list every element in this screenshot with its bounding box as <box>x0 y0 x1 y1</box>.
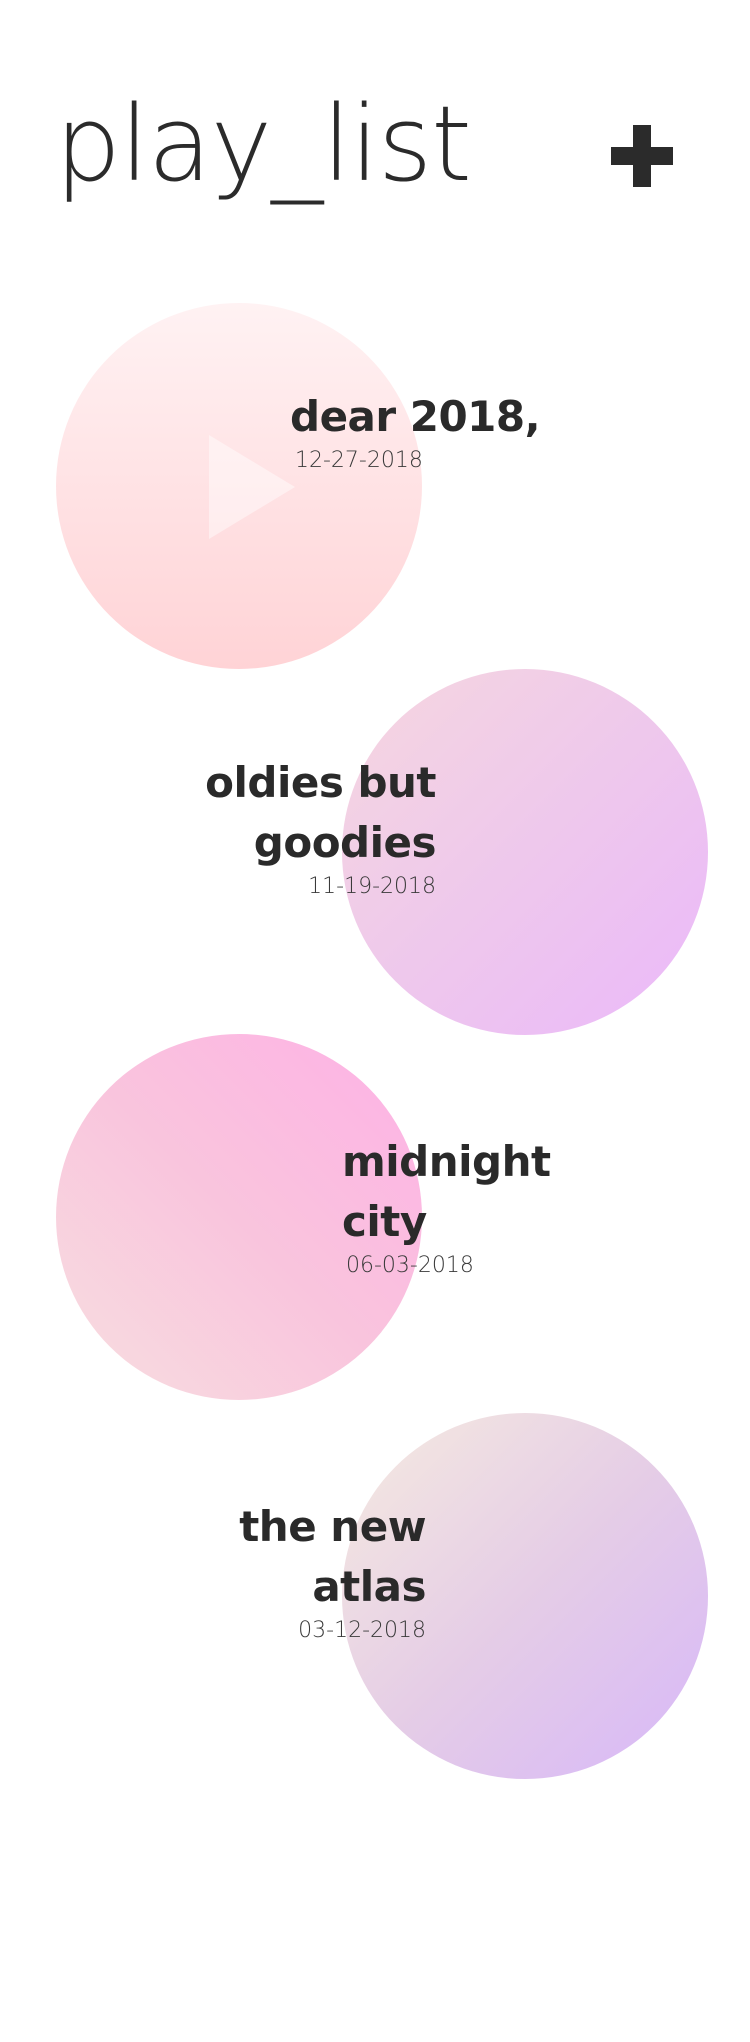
playlist-title-line-2: city <box>342 1197 427 1246</box>
playlist-title-line-1: oldies but <box>205 758 436 807</box>
playlist-text: the new atlas 03-12-2018 <box>176 1497 426 1645</box>
play-icon <box>209 435 295 539</box>
playlist-title-line-1: the new <box>239 1502 426 1551</box>
playlist-cover <box>56 1034 422 1400</box>
playlist-title-line-1: midnight <box>342 1137 551 1186</box>
add-playlist-button[interactable] <box>611 125 673 187</box>
playlist-text: dear 2018, 12-27-2018 <box>290 387 541 475</box>
playlist-card-the-new-atlas[interactable]: the new atlas 03-12-2018 <box>0 1413 750 1779</box>
playlist-card-oldies-but-goodies[interactable]: oldies but goodies 11-19-2018 <box>0 669 750 1035</box>
playlist-date: 06-03-2018 <box>346 1253 474 1278</box>
playlist-title: dear 2018, <box>290 392 541 441</box>
playlist-card-dear-2018[interactable]: dear 2018, 12-27-2018 <box>0 303 750 669</box>
playlist-text: oldies but goodies 11-19-2018 <box>180 753 436 901</box>
playlist-cover <box>342 1413 708 1779</box>
playlist-date: 11-19-2018 <box>308 874 436 899</box>
playlist-title-line-2: goodies <box>253 818 437 867</box>
playlist-card-midnight-city[interactable]: midnight city 06-03-2018 <box>0 1034 750 1400</box>
playlist-date: 12-27-2018 <box>295 448 423 473</box>
playlist-text: midnight city 06-03-2018 <box>342 1132 551 1280</box>
playlist-title-line-2: atlas <box>312 1562 426 1611</box>
page-title: play_list <box>55 83 472 205</box>
playlist-date: 03-12-2018 <box>298 1618 426 1643</box>
playlist-cover <box>56 303 422 669</box>
playlist-cover <box>342 669 708 1035</box>
